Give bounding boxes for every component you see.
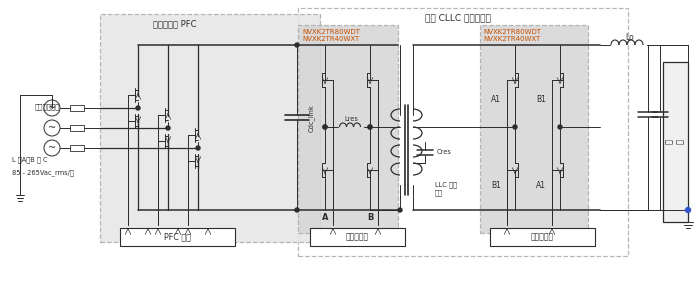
Text: 初级侧门控: 初级侧门控 — [345, 232, 368, 242]
Circle shape — [136, 106, 140, 110]
Text: Cdc_link: Cdc_link — [308, 104, 314, 132]
Text: ~: ~ — [48, 123, 56, 133]
Text: 85 - 265Vac_rms/相: 85 - 265Vac_rms/相 — [12, 170, 74, 176]
Text: Cres: Cres — [437, 149, 452, 155]
Text: 电路: 电路 — [435, 190, 443, 196]
Text: A1: A1 — [491, 95, 501, 105]
Bar — [298, 25, 398, 233]
Circle shape — [166, 126, 170, 130]
Bar — [480, 25, 588, 233]
Text: LLC 谐能: LLC 谐能 — [435, 182, 457, 188]
Text: NVXK2TR40WXT: NVXK2TR40WXT — [302, 36, 359, 42]
Circle shape — [323, 125, 327, 129]
Text: A: A — [322, 214, 328, 223]
Bar — [310, 228, 405, 246]
Circle shape — [323, 125, 327, 129]
Text: 次级侧门控: 次级侧门控 — [530, 232, 553, 242]
Bar — [100, 14, 320, 242]
Text: 双向 CLLC 全桥转换器: 双向 CLLC 全桥转换器 — [425, 13, 491, 22]
Text: Lo: Lo — [626, 32, 635, 42]
Text: B1: B1 — [536, 95, 546, 105]
Bar — [663, 62, 688, 222]
Text: A1: A1 — [536, 181, 546, 190]
Circle shape — [368, 125, 372, 129]
Text: ~: ~ — [48, 103, 56, 113]
Bar — [70, 125, 84, 131]
Text: NVXK2TR80WDT: NVXK2TR80WDT — [483, 29, 541, 35]
Text: NVXK2TR80WDT: NVXK2TR80WDT — [302, 29, 360, 35]
Bar — [298, 8, 628, 256]
Text: B1: B1 — [491, 181, 501, 190]
Text: 电
池: 电 池 — [665, 140, 685, 144]
Circle shape — [558, 125, 562, 129]
Text: 三相交流输入: 三相交流输入 — [35, 103, 60, 110]
Text: 升压型三相 PFC: 升压型三相 PFC — [154, 19, 197, 28]
Text: PFC 控制: PFC 控制 — [163, 232, 190, 242]
Circle shape — [196, 146, 200, 150]
Bar — [120, 228, 235, 246]
Bar — [70, 145, 84, 151]
Text: ~: ~ — [48, 143, 56, 153]
Text: NVXK2TR40WXT: NVXK2TR40WXT — [483, 36, 540, 42]
Circle shape — [295, 43, 299, 47]
Circle shape — [513, 125, 517, 129]
Bar — [70, 105, 84, 111]
Circle shape — [398, 208, 402, 212]
Bar — [490, 228, 595, 246]
Text: L 相A、B 相 C: L 相A、B 相 C — [12, 157, 48, 163]
Circle shape — [685, 208, 691, 212]
Circle shape — [368, 125, 372, 129]
Text: B: B — [367, 214, 373, 223]
Text: Lres: Lres — [344, 116, 358, 122]
Circle shape — [295, 208, 299, 212]
